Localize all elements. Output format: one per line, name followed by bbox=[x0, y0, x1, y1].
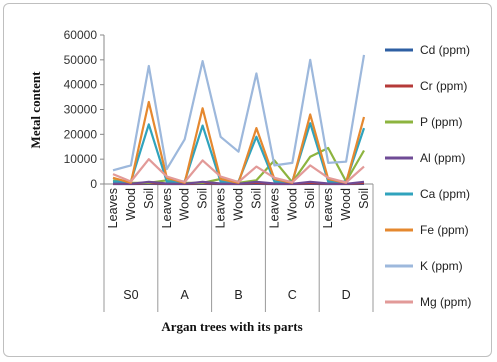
series-line bbox=[112, 158, 365, 184]
y-tick-label: 40000 bbox=[64, 78, 98, 92]
legend-entry: Cd (ppm) bbox=[420, 43, 470, 57]
x-group-label: B bbox=[234, 288, 242, 302]
legend-entry: K (ppm) bbox=[420, 259, 463, 273]
y-tick-label: 20000 bbox=[64, 127, 98, 141]
x-category-label: Wood bbox=[339, 188, 353, 220]
x-category-label: Wood bbox=[285, 188, 299, 220]
x-category-label: Leaves bbox=[321, 188, 335, 228]
x-category-label: Wood bbox=[124, 188, 138, 220]
legend-entry: Ca (ppm) bbox=[420, 187, 470, 201]
x-category-label: Soil bbox=[303, 188, 317, 209]
y-tick-label: 30000 bbox=[64, 103, 98, 117]
x-category-label: Soil bbox=[142, 188, 156, 209]
legend-entry: Fe (ppm) bbox=[420, 223, 469, 237]
y-tick-label: 60000 bbox=[64, 28, 98, 42]
x-category-label: Wood bbox=[232, 188, 246, 220]
legend-entry: Mg (ppm) bbox=[420, 295, 471, 309]
series-line bbox=[112, 100, 366, 184]
x-axis-title: Argan trees with its parts bbox=[161, 319, 302, 334]
x-category-label: Soil bbox=[357, 188, 371, 209]
series-lines bbox=[112, 54, 366, 186]
y-tick-labels: 0 10000 20000 30000 40000 50000 60000 bbox=[64, 28, 104, 191]
axis-frame bbox=[103, 35, 374, 312]
x-group-label: C bbox=[288, 288, 297, 302]
series-line bbox=[112, 54, 366, 172]
x-category-label: Soil bbox=[249, 188, 263, 209]
y-tick-label: 10000 bbox=[64, 152, 98, 166]
x-category-label: Leaves bbox=[214, 188, 228, 228]
x-group-label: D bbox=[342, 288, 351, 302]
x-group-label: A bbox=[181, 288, 190, 302]
y-tick-label: 50000 bbox=[64, 53, 98, 67]
x-category-label: Leaves bbox=[160, 188, 174, 228]
y-tick-label: 0 bbox=[90, 177, 97, 191]
x-group-label: S0 bbox=[123, 288, 138, 302]
legend-entry: Cr (ppm) bbox=[420, 79, 467, 93]
x-category-label: Wood bbox=[178, 188, 192, 220]
y-axis-title: Metal content bbox=[28, 71, 43, 149]
x-category-label: Soil bbox=[196, 188, 210, 209]
x-category-label: Leaves bbox=[106, 188, 120, 228]
legend-entry: P (ppm) bbox=[420, 115, 462, 129]
legend: Cd (ppm) Cr (ppm) P (ppm) Al (ppm) Ca (ppm) F… bbox=[385, 43, 471, 309]
chart-frame bbox=[3, 3, 492, 357]
x-category-label: Leaves bbox=[267, 188, 281, 228]
legend-entry: Al (ppm) bbox=[420, 151, 465, 165]
